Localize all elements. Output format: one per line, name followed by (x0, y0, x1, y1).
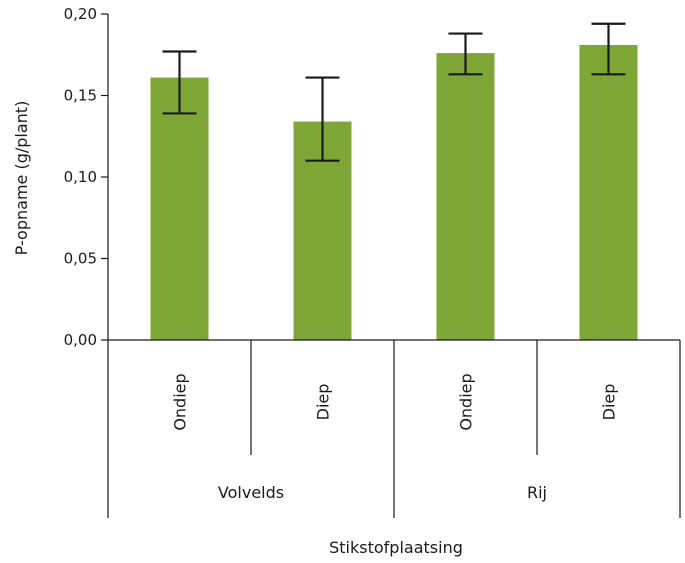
y-tick-label-5: 0,20 (64, 5, 97, 23)
group-label-2: Rij (527, 483, 547, 502)
category-label-2: Diep (314, 384, 333, 421)
bars-layer (150, 44, 638, 341)
category-label-1: Ondiep (171, 373, 190, 430)
y-tick-label-3: 0,10 (64, 168, 97, 186)
category-label-3: Ondiep (457, 373, 476, 430)
x-categories-layer: Ondiep Diep Ondiep Diep Volvelds Rij (171, 373, 619, 502)
y-tick-label-4: 0,15 (64, 87, 97, 105)
category-label-4: Diep (600, 384, 619, 421)
y-ticks-layer: 0,00 0,05 0,10 0,15 0,20 (64, 5, 108, 349)
bar-1 (150, 77, 209, 340)
y-axis-title: P-opname (g/plant) (12, 101, 31, 256)
bar-4 (579, 44, 638, 340)
y-tick-label-1: 0,00 (64, 331, 97, 349)
group-label-1: Volvelds (218, 483, 284, 502)
bar-3 (436, 53, 495, 341)
x-axis-title: Stikstofplaatsing (329, 538, 463, 557)
error-bars-layer (162, 22, 626, 162)
y-tick-label-2: 0,05 (64, 250, 97, 268)
